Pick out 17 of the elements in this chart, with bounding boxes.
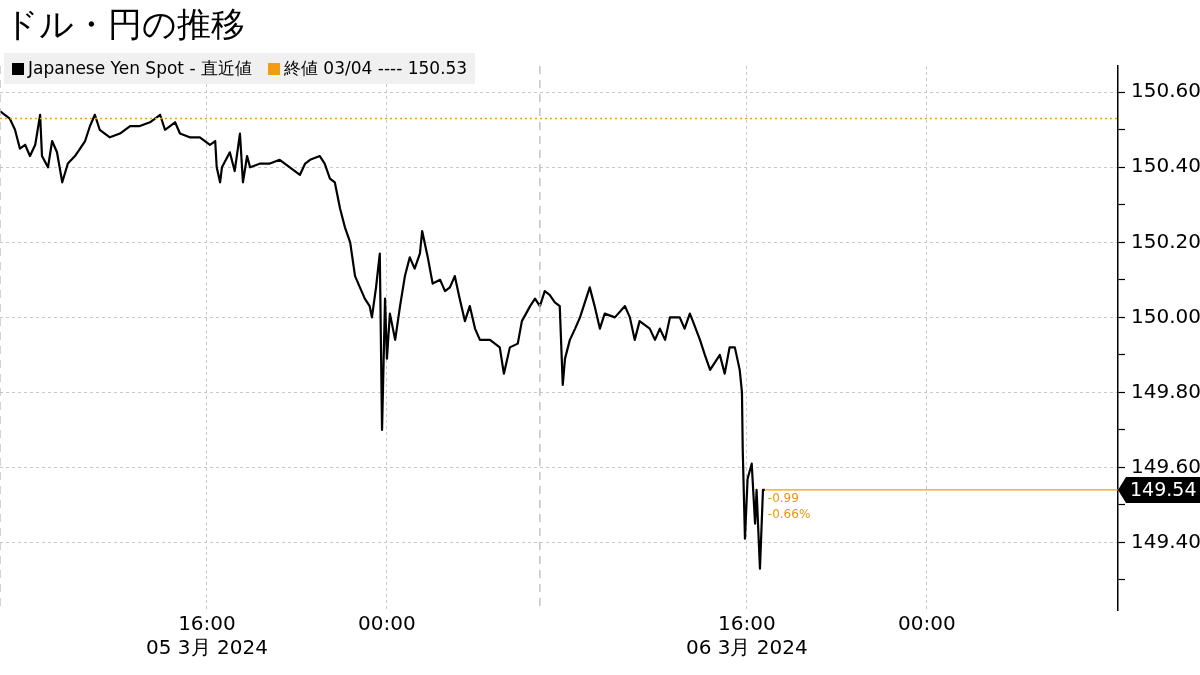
annotation: -0.99 [767, 491, 799, 506]
chart-title: ドル・円の推移 [4, 5, 245, 45]
y-tick-label: 150.60 [1131, 78, 1200, 103]
ref-line-label: 149.54 [1130, 477, 1197, 500]
y-tick-label: 149.80 [1131, 378, 1200, 403]
x-tick-label: 16:00 05 3月 2024 [146, 611, 268, 660]
y-tick-label: 150.20 [1131, 228, 1200, 253]
x-tick-label: 00:00 [897, 611, 956, 636]
x-tick-label: 16:00 06 3月 2024 [685, 611, 808, 660]
annotation: -0.66% [767, 507, 811, 522]
x-tick-label: 00:00 [358, 611, 416, 636]
legend-label: Japanese Yen Spot - 直近値 [26, 57, 252, 80]
y-tick-label: 150.00 [1131, 303, 1200, 328]
y-tick-label: 150.40 [1131, 153, 1200, 178]
legend-label: 終値 03/04 ---- 150.53 [282, 57, 468, 80]
y-tick-label: 149.60 [1131, 453, 1200, 478]
y-tick-label: 149.40 [1131, 528, 1200, 553]
